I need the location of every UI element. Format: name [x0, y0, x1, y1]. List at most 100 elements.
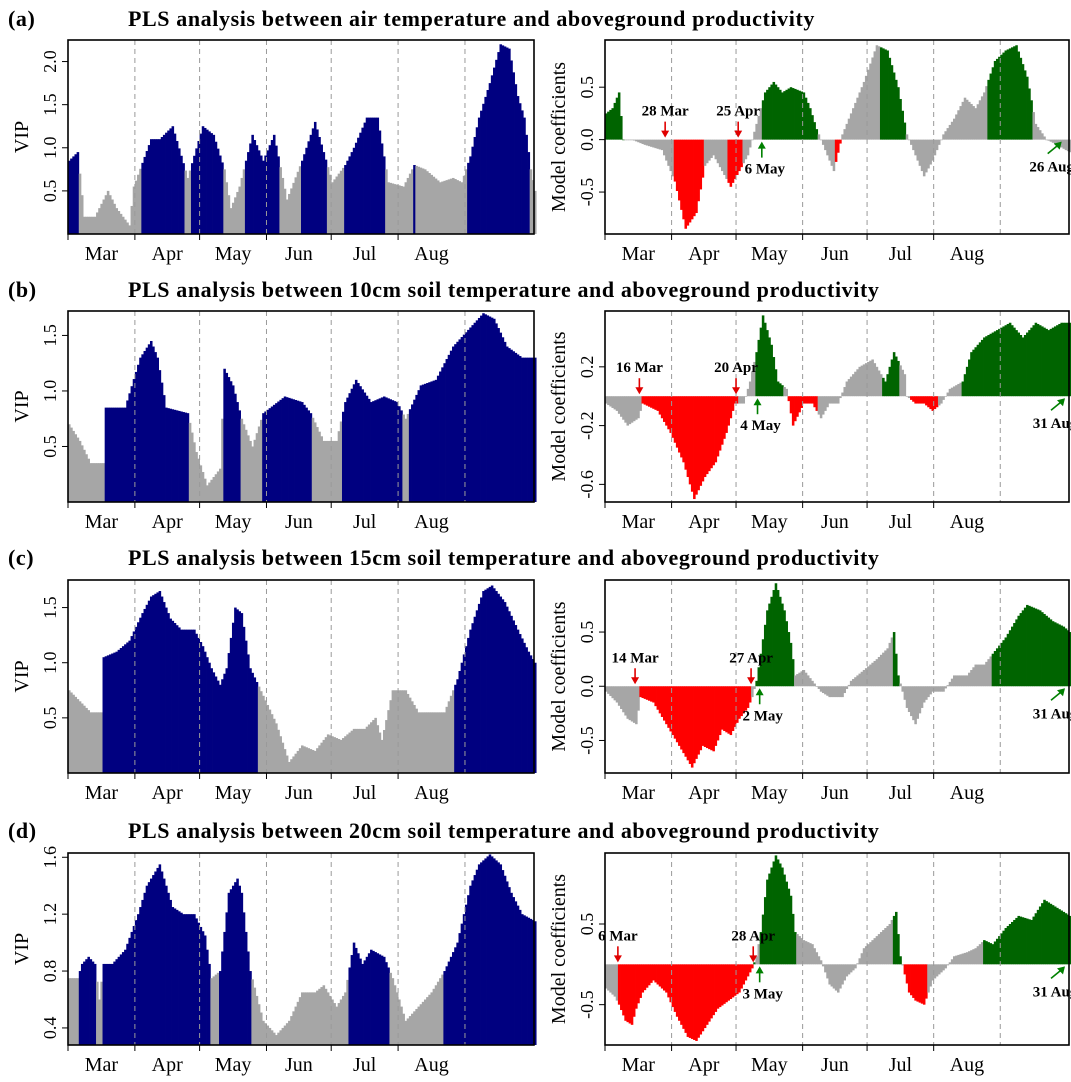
panel-d-vip-bar: [430, 992, 433, 1045]
panel-d-coef-bar: [626, 964, 630, 1023]
panel-a-vip-bar: [529, 169, 533, 234]
panel-a-coef-bar: [680, 139, 683, 210]
panel-c-vip-bar: [281, 742, 285, 773]
panel-d-vip-bar: [124, 949, 127, 1045]
panel-b-vip-ytick-label: 1.5: [40, 324, 60, 347]
panel-c-vip-bar: [206, 657, 209, 773]
panel-c-coef-bar: [957, 675, 960, 687]
panel-a-coef-bar: [1006, 49, 1010, 140]
panel-a-coef-bar: [918, 139, 922, 166]
panel-d-vip-bar: [98, 999, 101, 1045]
panel-b-coef-xtick-label-may: May: [751, 511, 788, 533]
panel-d-coef-bar: [615, 964, 619, 1001]
panel-b-coef-bar: [858, 366, 862, 397]
panel-b-coef-bar: [821, 396, 825, 415]
panel-b-vip-bar: [145, 347, 149, 502]
panel-b-coef-bar: [1023, 334, 1027, 397]
panel-a-coef-bar: [933, 139, 937, 156]
panel-a-coef-bar: [753, 131, 756, 140]
panel-d-coef-bar: [611, 964, 614, 995]
panel-a-vip-bar: [111, 199, 114, 234]
panel-c-vip-bar: [288, 761, 291, 773]
panel-d-vip-bar: [182, 914, 185, 1045]
panel-b-coef-bar: [770, 344, 773, 397]
panel-a-vip-bar: [238, 186, 241, 234]
panel-c-letter: (c): [8, 545, 35, 570]
panel-c-coef-bar: [744, 686, 748, 711]
panel-d-coef-bar: [879, 932, 883, 965]
panel-c-vip-bar: [430, 712, 433, 773]
panel-d-coef-bar: [843, 964, 846, 981]
panel-c-coef-bar: [901, 686, 904, 692]
panel-c-vip-bar: [374, 717, 377, 773]
panel-c-vip-bar: [387, 710, 390, 773]
panel-d-coef-bar: [914, 964, 917, 1001]
panel-a-coef-bar: [957, 110, 960, 140]
panel-b-coef-bar: [1056, 325, 1059, 397]
panel-d-vip-bar: [488, 854, 492, 1045]
panel-d-vip-bar: [473, 875, 477, 1045]
panel-a-coef-bar: [972, 106, 975, 140]
panel-a-vip-bar: [361, 127, 364, 234]
panel-b-title-text: PLS analysis between 10cm soil temperatu…: [128, 277, 880, 302]
panel-b-vip-bar: [182, 412, 185, 502]
panel-b-vip-bar: [428, 382, 431, 502]
panel-a-vip-bar: [80, 195, 84, 234]
panel-a-vip-xtick-label-may: May: [215, 243, 252, 265]
panel-d-vip-bar: [445, 966, 449, 1045]
panel-c-vip-bar: [523, 642, 526, 773]
panel-a-coef-bar: [643, 139, 647, 145]
panel-a-coef-bar: [701, 139, 705, 178]
panel-d-vip-bar: [359, 958, 362, 1045]
panel-a-vip-bar: [322, 152, 326, 234]
panel-a-coef-bar: [985, 86, 988, 140]
panel-a-vip-bar: [363, 122, 367, 234]
panel-d-coef-bar: [772, 861, 776, 965]
panel-d-coef-bar: [1069, 915, 1071, 965]
panel-a-vip-bar: [134, 180, 138, 234]
panel-d-coef-bar: [660, 964, 664, 989]
panel-c-vip-bar: [117, 649, 121, 773]
panel-a-vip-ytick-label: 0.5: [40, 180, 60, 203]
panel-b-vip-bar: [160, 382, 164, 502]
panel-b-coef-bar: [980, 339, 984, 397]
panel-a-coef-bar: [688, 139, 692, 223]
panel-a-coef-bar: [1008, 48, 1012, 140]
date-label: 4 May: [740, 418, 781, 434]
panel-d-vip-bar: [436, 981, 440, 1045]
date-label: 20 Apr: [714, 360, 758, 376]
panel-a-vip-xtick-label-jun: Jun: [285, 243, 313, 265]
panel-c-coef-bar: [781, 603, 784, 687]
panel-d-coef-bar: [770, 867, 773, 965]
panel-d-coef-bar: [1002, 930, 1005, 965]
panel-d-vip-bar: [115, 959, 119, 1045]
panel-b-coef-bar: [1008, 322, 1012, 397]
panel-b-vip-bar: [452, 346, 455, 502]
panel-c-annotation-1: 27 Apr: [729, 650, 773, 685]
panel-c-coef-bar: [673, 686, 677, 739]
panel-a-vip-bar: [249, 143, 252, 234]
panel-a-coef-bar: [783, 91, 786, 140]
panel-b-coef-bar: [643, 396, 647, 405]
panel-d-vip-bar: [203, 935, 207, 1045]
panel-b-coef-bar: [856, 369, 859, 397]
panel-c-coef-bar: [654, 686, 657, 707]
panel-a-coef-bar: [1047, 139, 1051, 141]
panel-a-coef-bar: [955, 114, 958, 140]
panel-b-coef-bar: [886, 374, 889, 397]
panel-b-coef-bar: [1038, 325, 1042, 397]
panel-d-coef-bar: [888, 923, 892, 965]
panel-d-vip-bar: [89, 959, 93, 1045]
panel-c-coef-bar: [1069, 632, 1071, 687]
down-arrowhead-icon: [635, 387, 644, 395]
panel-d-vip-bar: [408, 1016, 412, 1045]
panel-a-coef-bar: [867, 69, 870, 140]
panel-a-vip-bar: [275, 145, 278, 234]
panel-d-coef-bar: [1028, 919, 1031, 965]
panel-d-vip-bar: [490, 856, 494, 1045]
panel-d-coef-bar: [697, 964, 700, 1038]
panel-a-coef-bar: [901, 110, 904, 140]
panel-a-vip-bar: [70, 158, 73, 234]
panel-a-coef-bar: [729, 139, 733, 187]
